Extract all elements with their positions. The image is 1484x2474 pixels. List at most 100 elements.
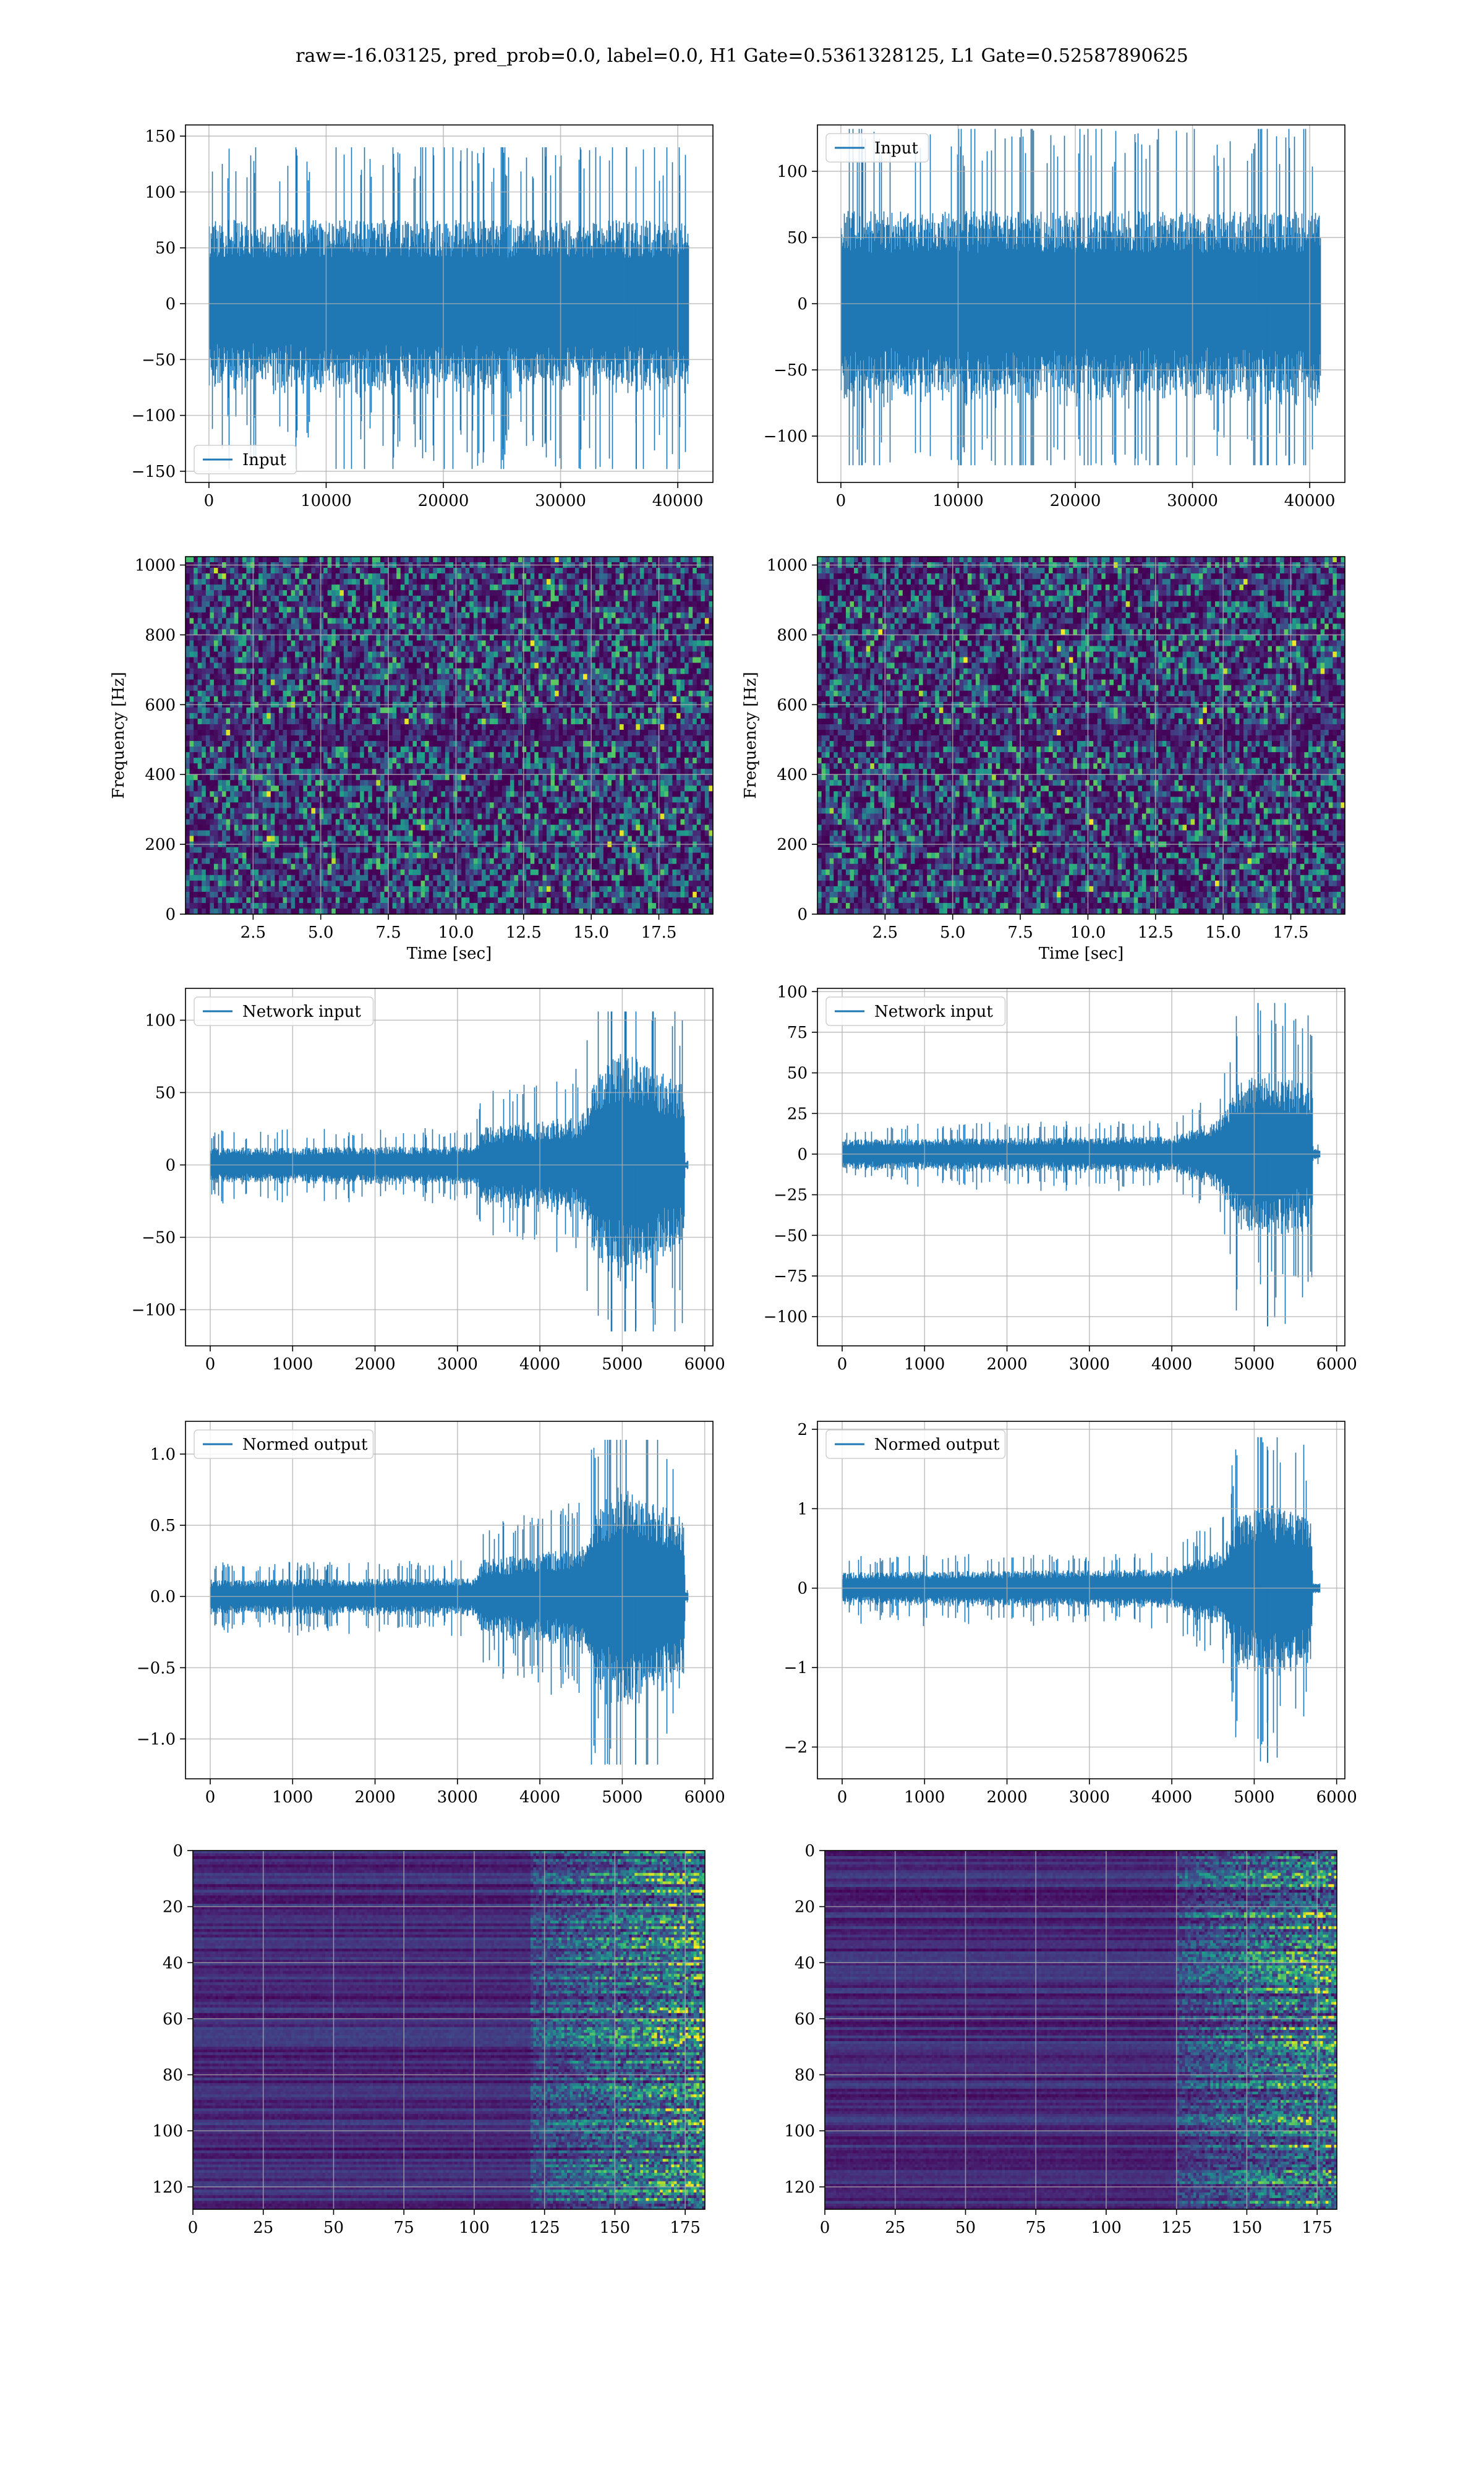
heatmap-cell (364, 623, 369, 630)
heatmap-cell (636, 629, 640, 635)
heatmap-cell (401, 724, 405, 730)
heatmap-cell (396, 724, 401, 730)
heatmap-cell (672, 629, 676, 635)
heatmap-cell (522, 713, 527, 719)
heatmap-cell (502, 590, 506, 596)
heatmap-cell (668, 579, 673, 585)
heatmap-cell (352, 763, 356, 769)
heatmap-cell (368, 741, 372, 747)
heatmap-cell (226, 735, 231, 742)
heatmap-cell (186, 713, 190, 719)
heatmap-cell (331, 713, 336, 719)
heatmap-cell (672, 735, 676, 742)
heatmap-cell (563, 640, 567, 646)
heatmap-cell (498, 596, 502, 602)
heatmap-cell (551, 735, 555, 742)
heatmap-cell (648, 635, 652, 641)
heatmap-cell (664, 708, 668, 714)
heatmap-cell (490, 691, 494, 697)
heatmap-cell (246, 584, 250, 591)
heatmap-cell (222, 708, 226, 714)
heatmap-cell (331, 735, 336, 742)
heatmap-cell (571, 696, 575, 703)
heatmap-cell (344, 680, 348, 686)
heatmap-cell (632, 663, 636, 669)
heatmap-cell (307, 618, 312, 624)
heatmap-cell (498, 635, 502, 641)
heatmap-cell (242, 708, 247, 714)
heatmap-cell (676, 557, 681, 563)
heatmap-cell (291, 623, 296, 630)
heatmap-cell (591, 758, 595, 764)
heatmap-cell (376, 652, 380, 658)
heatmap-cell (368, 557, 372, 563)
heatmap-cell (401, 612, 405, 618)
heatmap-cell (644, 568, 648, 574)
heatmap-cell (486, 629, 490, 635)
heatmap-cell (303, 652, 307, 658)
heatmap-cell (482, 629, 486, 635)
heatmap-cell (697, 607, 701, 613)
heatmap-cell (461, 763, 466, 769)
heatmap-cell (474, 696, 478, 703)
heatmap-cell (331, 724, 336, 730)
heatmap-cell (372, 629, 377, 635)
heatmap-cell (299, 601, 304, 607)
heatmap-cell (461, 708, 466, 714)
heatmap-cell (616, 646, 620, 653)
heatmap-cell (186, 584, 190, 591)
heatmap-cell (616, 719, 620, 725)
heatmap-cell (206, 635, 210, 641)
heatmap-cell (417, 747, 421, 753)
heatmap-cell (490, 741, 494, 747)
heatmap-cell (364, 557, 369, 563)
heatmap-cell (352, 747, 356, 753)
heatmap-cell (607, 747, 612, 753)
heatmap-cell (636, 708, 640, 714)
heatmap-cell (567, 568, 571, 574)
heatmap-cell (466, 584, 470, 591)
heatmap-cell (210, 691, 214, 697)
heatmap-cell (344, 601, 348, 607)
heatmap-cell (676, 635, 681, 641)
heatmap-cell (376, 763, 380, 769)
heatmap-cell (238, 612, 242, 618)
heatmap-cell (547, 735, 551, 742)
heatmap-cell (295, 724, 299, 730)
heatmap-cell (234, 640, 239, 646)
heatmap-cell (575, 573, 579, 580)
heatmap-cell (522, 579, 527, 585)
heatmap-cell (579, 669, 583, 675)
heatmap-cell (531, 758, 535, 764)
heatmap-cell (210, 629, 214, 635)
heatmap-cell (421, 663, 425, 669)
heatmap-cell (404, 730, 409, 736)
heatmap-cell (445, 590, 450, 596)
heatmap-cell (632, 708, 636, 714)
heatmap-cell (230, 691, 234, 697)
heatmap-cell (303, 596, 307, 602)
heatmap-cell (498, 612, 502, 618)
heatmap-cell (502, 663, 506, 669)
heatmap-cell (607, 573, 612, 580)
heatmap-cell (684, 579, 689, 585)
heatmap-cell (194, 573, 198, 580)
heatmap-cell (437, 579, 441, 585)
heatmap-cell (461, 618, 466, 624)
heatmap-cell (320, 652, 324, 658)
heatmap-cell (380, 680, 385, 686)
heatmap-cell (186, 663, 190, 669)
heatmap-cell (202, 663, 206, 669)
heatmap-cell (425, 758, 429, 764)
heatmap-cell (441, 579, 445, 585)
heatmap-cell (441, 652, 445, 658)
heatmap-cell (275, 573, 279, 580)
heatmap-cell (672, 584, 676, 591)
heatmap-cell (242, 584, 247, 591)
heatmap-cell (469, 607, 474, 613)
heatmap-cell (344, 579, 348, 585)
heatmap-cell (644, 741, 648, 747)
heatmap-cell (283, 685, 287, 691)
heatmap-cell (551, 747, 555, 753)
heatmap-cell (291, 719, 296, 725)
